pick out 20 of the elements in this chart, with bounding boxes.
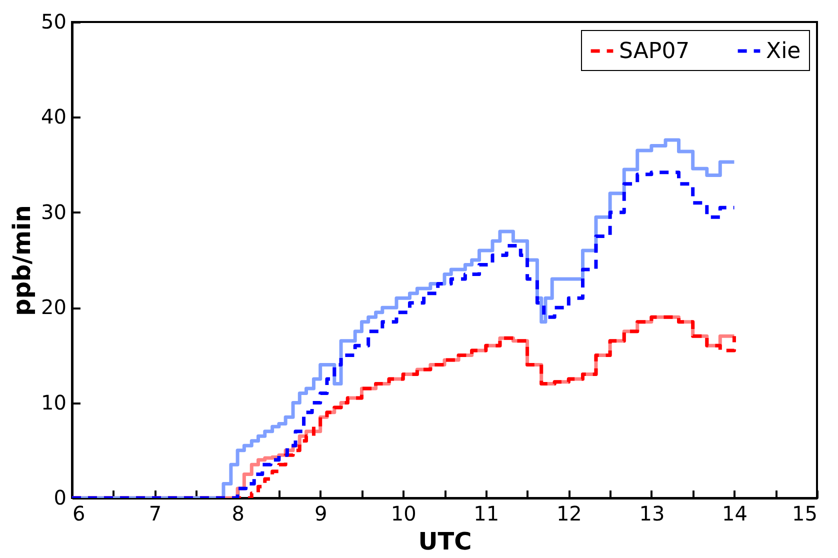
y-tick-label: 40 [41,104,66,129]
legend-label: Xie [766,39,801,64]
x-tick-label: 11 [474,502,500,526]
legend-label: SAP07 [619,39,690,64]
y-tick-label: 30 [41,200,66,224]
x-tick-label: 15 [792,502,818,526]
y-tick-label: 20 [41,295,66,320]
y-tick-label: 10 [41,390,66,414]
x-tick-label: 9 [314,502,328,526]
y-axis-title: ppb/min [8,205,36,316]
x-axis-title: UTC [418,528,472,556]
x-tick-label: 14 [722,502,748,526]
x-tick-label: 8 [232,502,244,526]
y-tick-label: 0 [54,486,66,510]
x-tick-label: 7 [148,502,162,526]
x-tick-label: 10 [390,502,416,526]
x-tick-label: 13 [639,502,665,526]
x-tick-label: 12 [556,502,582,526]
y-tick-label: 50 [41,10,66,34]
x-tick-label: 6 [72,502,86,526]
